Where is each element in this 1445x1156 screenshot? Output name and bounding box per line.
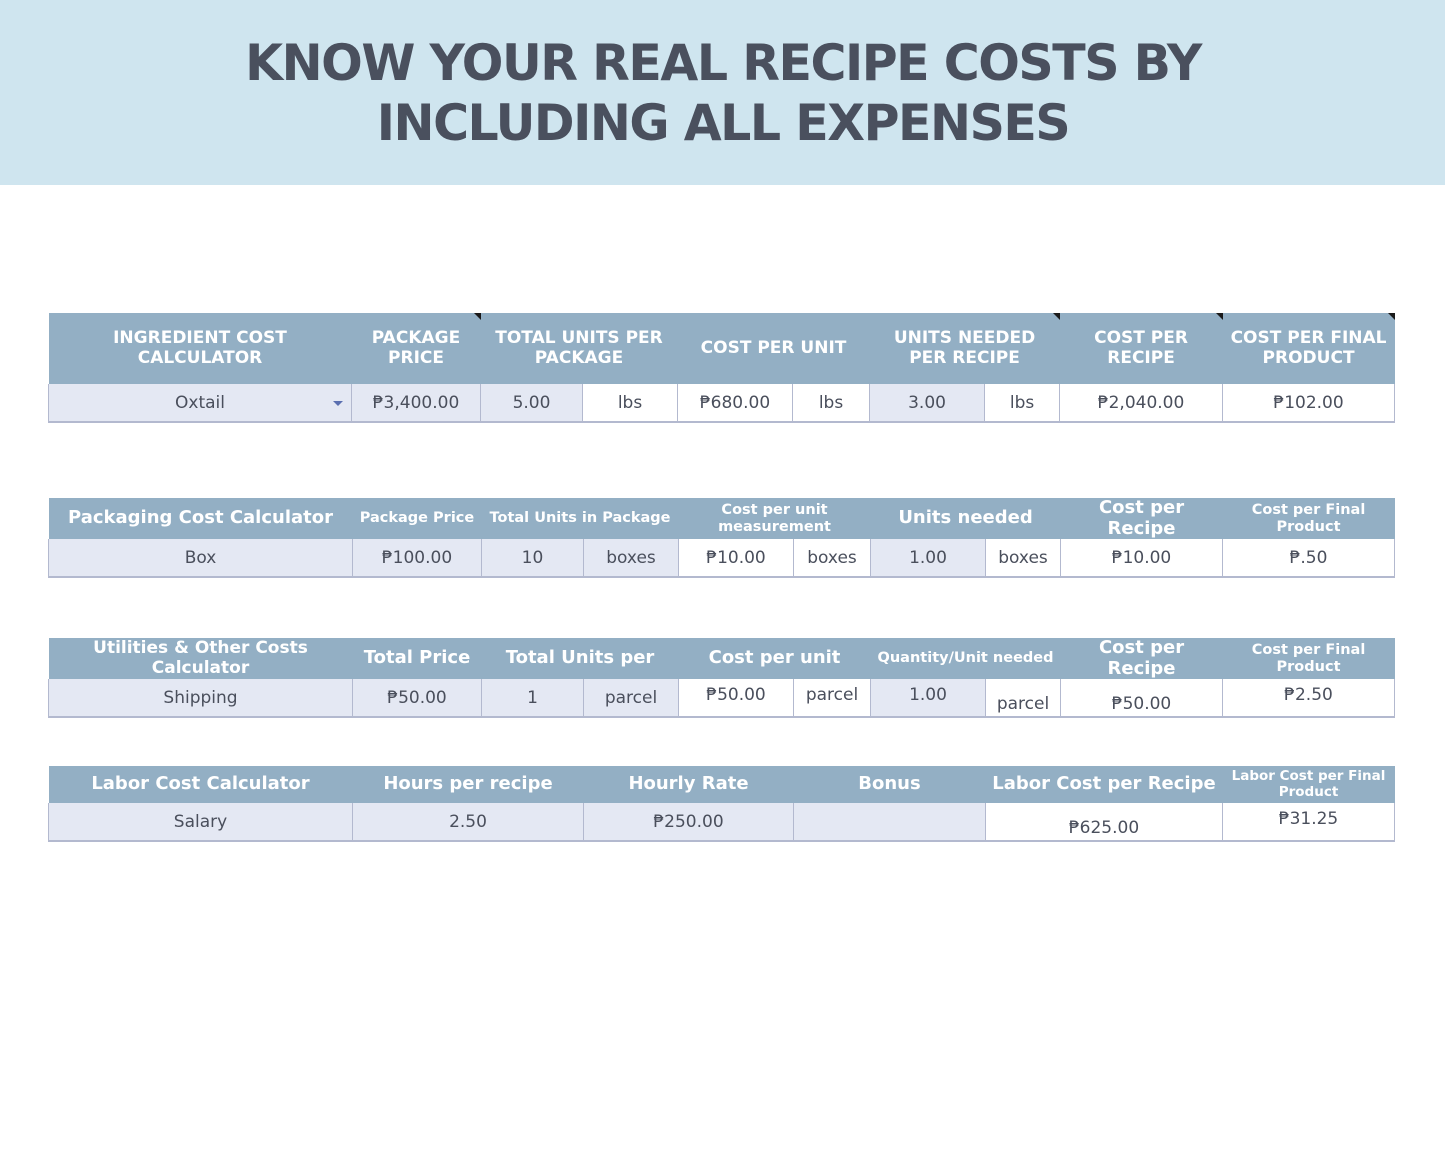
header-cost-per-recipe: COST PER RECIPE (1059, 313, 1223, 384)
header-cost-per-unit: COST PER UNIT (677, 313, 870, 384)
header-total-units: Total Units in Package (481, 498, 679, 540)
units-needed-cell[interactable]: 1.00 (870, 539, 987, 579)
title-line-2: INCLUDING ALL EXPENSES (376, 93, 1070, 152)
cost-per-recipe-cell: ₱50.00 (1060, 679, 1224, 719)
header-labor: Labor Cost Calculator (48, 766, 353, 803)
cost-per-final-cell: ₱2.50 (1222, 679, 1396, 719)
cost-per-unit-unit-cell: lbs (792, 384, 871, 423)
utilities-cost-table: Utilities & Other Costs Calculator Total… (48, 637, 1396, 719)
cost-per-unit-cell: ₱50.00 (678, 679, 795, 719)
labor-item-cell[interactable]: Salary (48, 803, 353, 842)
packaging-item-cell[interactable]: Box (48, 539, 353, 579)
banner: KNOW YOUR REAL RECIPE COSTS BY INCLUDING… (0, 0, 1445, 185)
header-total-units: Total Units per (481, 638, 679, 680)
ingredient-cost-table: INGREDIENT COST CALCULATOR PACKAGE PRICE… (48, 313, 1396, 423)
header-package-price: Package Price (352, 498, 482, 540)
ingredient-select[interactable]: Oxtail (48, 384, 352, 423)
total-units-cell[interactable]: 1 (481, 679, 584, 719)
header-hourly-rate: Hourly Rate (583, 766, 794, 803)
packaging-cost-table: Packaging Cost Calculator Package Price … (48, 497, 1396, 579)
quantity-needed-unit-cell: parcel (985, 679, 1062, 719)
header-labor-cost-per-recipe: Labor Cost per Recipe (985, 766, 1223, 803)
header-units-needed: Units needed (870, 498, 1061, 540)
labor-cost-per-recipe-cell: ₱625.00 (985, 803, 1223, 842)
header-quantity-needed: Quantity/Unit needed (870, 638, 1061, 680)
header-package-price: PACKAGE PRICE (351, 313, 481, 384)
total-price-cell[interactable]: ₱50.00 (352, 679, 482, 719)
header-cost-per-recipe: Cost per Recipe (1060, 497, 1223, 540)
header-row: INGREDIENT COST CALCULATOR PACKAGE PRICE… (48, 313, 1395, 384)
package-price-cell[interactable]: ₱100.00 (352, 539, 482, 579)
note-marker-icon (1052, 313, 1060, 320)
header-cost-per-final: Cost per Final Product (1222, 498, 1395, 540)
cost-per-recipe-cell: ₱2,040.00 (1059, 384, 1224, 423)
header-cost-per-final: Cost per Final Product (1222, 638, 1395, 680)
table-row: Oxtail ₱3,400.00 5.00 lbs ₱680.00 lbs 3.… (48, 384, 1396, 423)
total-units-unit-cell[interactable]: boxes (582, 539, 680, 579)
units-needed-cell[interactable]: 3.00 (869, 384, 986, 423)
header-packaging: Packaging Cost Calculator (48, 498, 353, 540)
note-marker-icon (1387, 313, 1395, 320)
quantity-needed-cell[interactable]: 1.00 (870, 679, 987, 719)
header-cost-per-unit: Cost per unit (678, 638, 871, 680)
header-bonus: Bonus (793, 766, 986, 803)
hourly-rate-cell[interactable]: ₱250.00 (583, 803, 794, 842)
header-cost-per-unit: Cost per unit measurement (678, 498, 871, 540)
header-row: Packaging Cost Calculator Package Price … (48, 497, 1395, 540)
units-needed-unit-cell: boxes (985, 539, 1062, 579)
bonus-cell[interactable] (793, 803, 986, 842)
cost-per-unit-unit-cell: boxes (793, 539, 872, 579)
total-units-unit-cell[interactable]: lbs (581, 384, 679, 423)
utility-item-cell[interactable]: Shipping (48, 679, 353, 719)
units-needed-unit-cell: lbs (984, 384, 1061, 423)
header-utilities: Utilities & Other Costs Calculator (48, 638, 353, 680)
header-total-price: Total Price (352, 638, 482, 680)
cost-per-unit-cell: ₱680.00 (677, 384, 794, 423)
title-line-1: KNOW YOUR REAL RECIPE COSTS BY (244, 33, 1202, 92)
labor-cost-per-final-cell: ₱31.25 (1222, 803, 1395, 842)
cost-per-final-cell: ₱.50 (1222, 539, 1396, 579)
header-units-needed: UNITS NEEDED PER RECIPE (869, 313, 1060, 384)
total-units-cell[interactable]: 10 (481, 539, 584, 579)
table-row: Shipping ₱50.00 1 parcel ₱50.00 parcel 1… (48, 679, 1396, 719)
cost-per-unit-cell: ₱10.00 (678, 539, 795, 579)
header-labor-cost-per-final: Labor Cost per Final Product (1222, 766, 1395, 803)
header-ingredient: INGREDIENT COST CALCULATOR (48, 313, 352, 384)
header-cost-per-final: COST PER FINAL PRODUCT (1222, 313, 1395, 384)
header-row: Utilities & Other Costs Calculator Total… (48, 637, 1395, 680)
header-row: Labor Cost Calculator Hours per recipe H… (48, 766, 1395, 803)
cost-per-recipe-cell: ₱10.00 (1060, 539, 1224, 579)
note-marker-icon (473, 313, 481, 320)
cost-per-final-cell: ₱102.00 (1222, 384, 1396, 423)
cost-per-unit-unit-cell: parcel (793, 679, 872, 719)
header-total-units: TOTAL UNITS PER PACKAGE (480, 313, 678, 384)
table-row: Box ₱100.00 10 boxes ₱10.00 boxes 1.00 b… (48, 539, 1396, 579)
total-units-unit-cell[interactable]: parcel (582, 679, 680, 719)
hours-per-recipe-cell[interactable]: 2.50 (352, 803, 584, 842)
header-cost-per-recipe: Cost per Recipe (1060, 637, 1223, 680)
note-marker-icon (1215, 313, 1223, 320)
table-row: Salary 2.50 ₱250.00 ₱625.00 ₱31.25 (48, 803, 1395, 842)
header-hours-per-recipe: Hours per recipe (352, 766, 584, 803)
page-title: KNOW YOUR REAL RECIPE COSTS BY INCLUDING… (184, 33, 1262, 153)
total-units-cell[interactable]: 5.00 (480, 384, 583, 423)
package-price-cell[interactable]: ₱3,400.00 (351, 384, 481, 423)
dropdown-arrow-icon[interactable] (333, 401, 343, 406)
labor-cost-table: Labor Cost Calculator Hours per recipe H… (48, 766, 1395, 842)
